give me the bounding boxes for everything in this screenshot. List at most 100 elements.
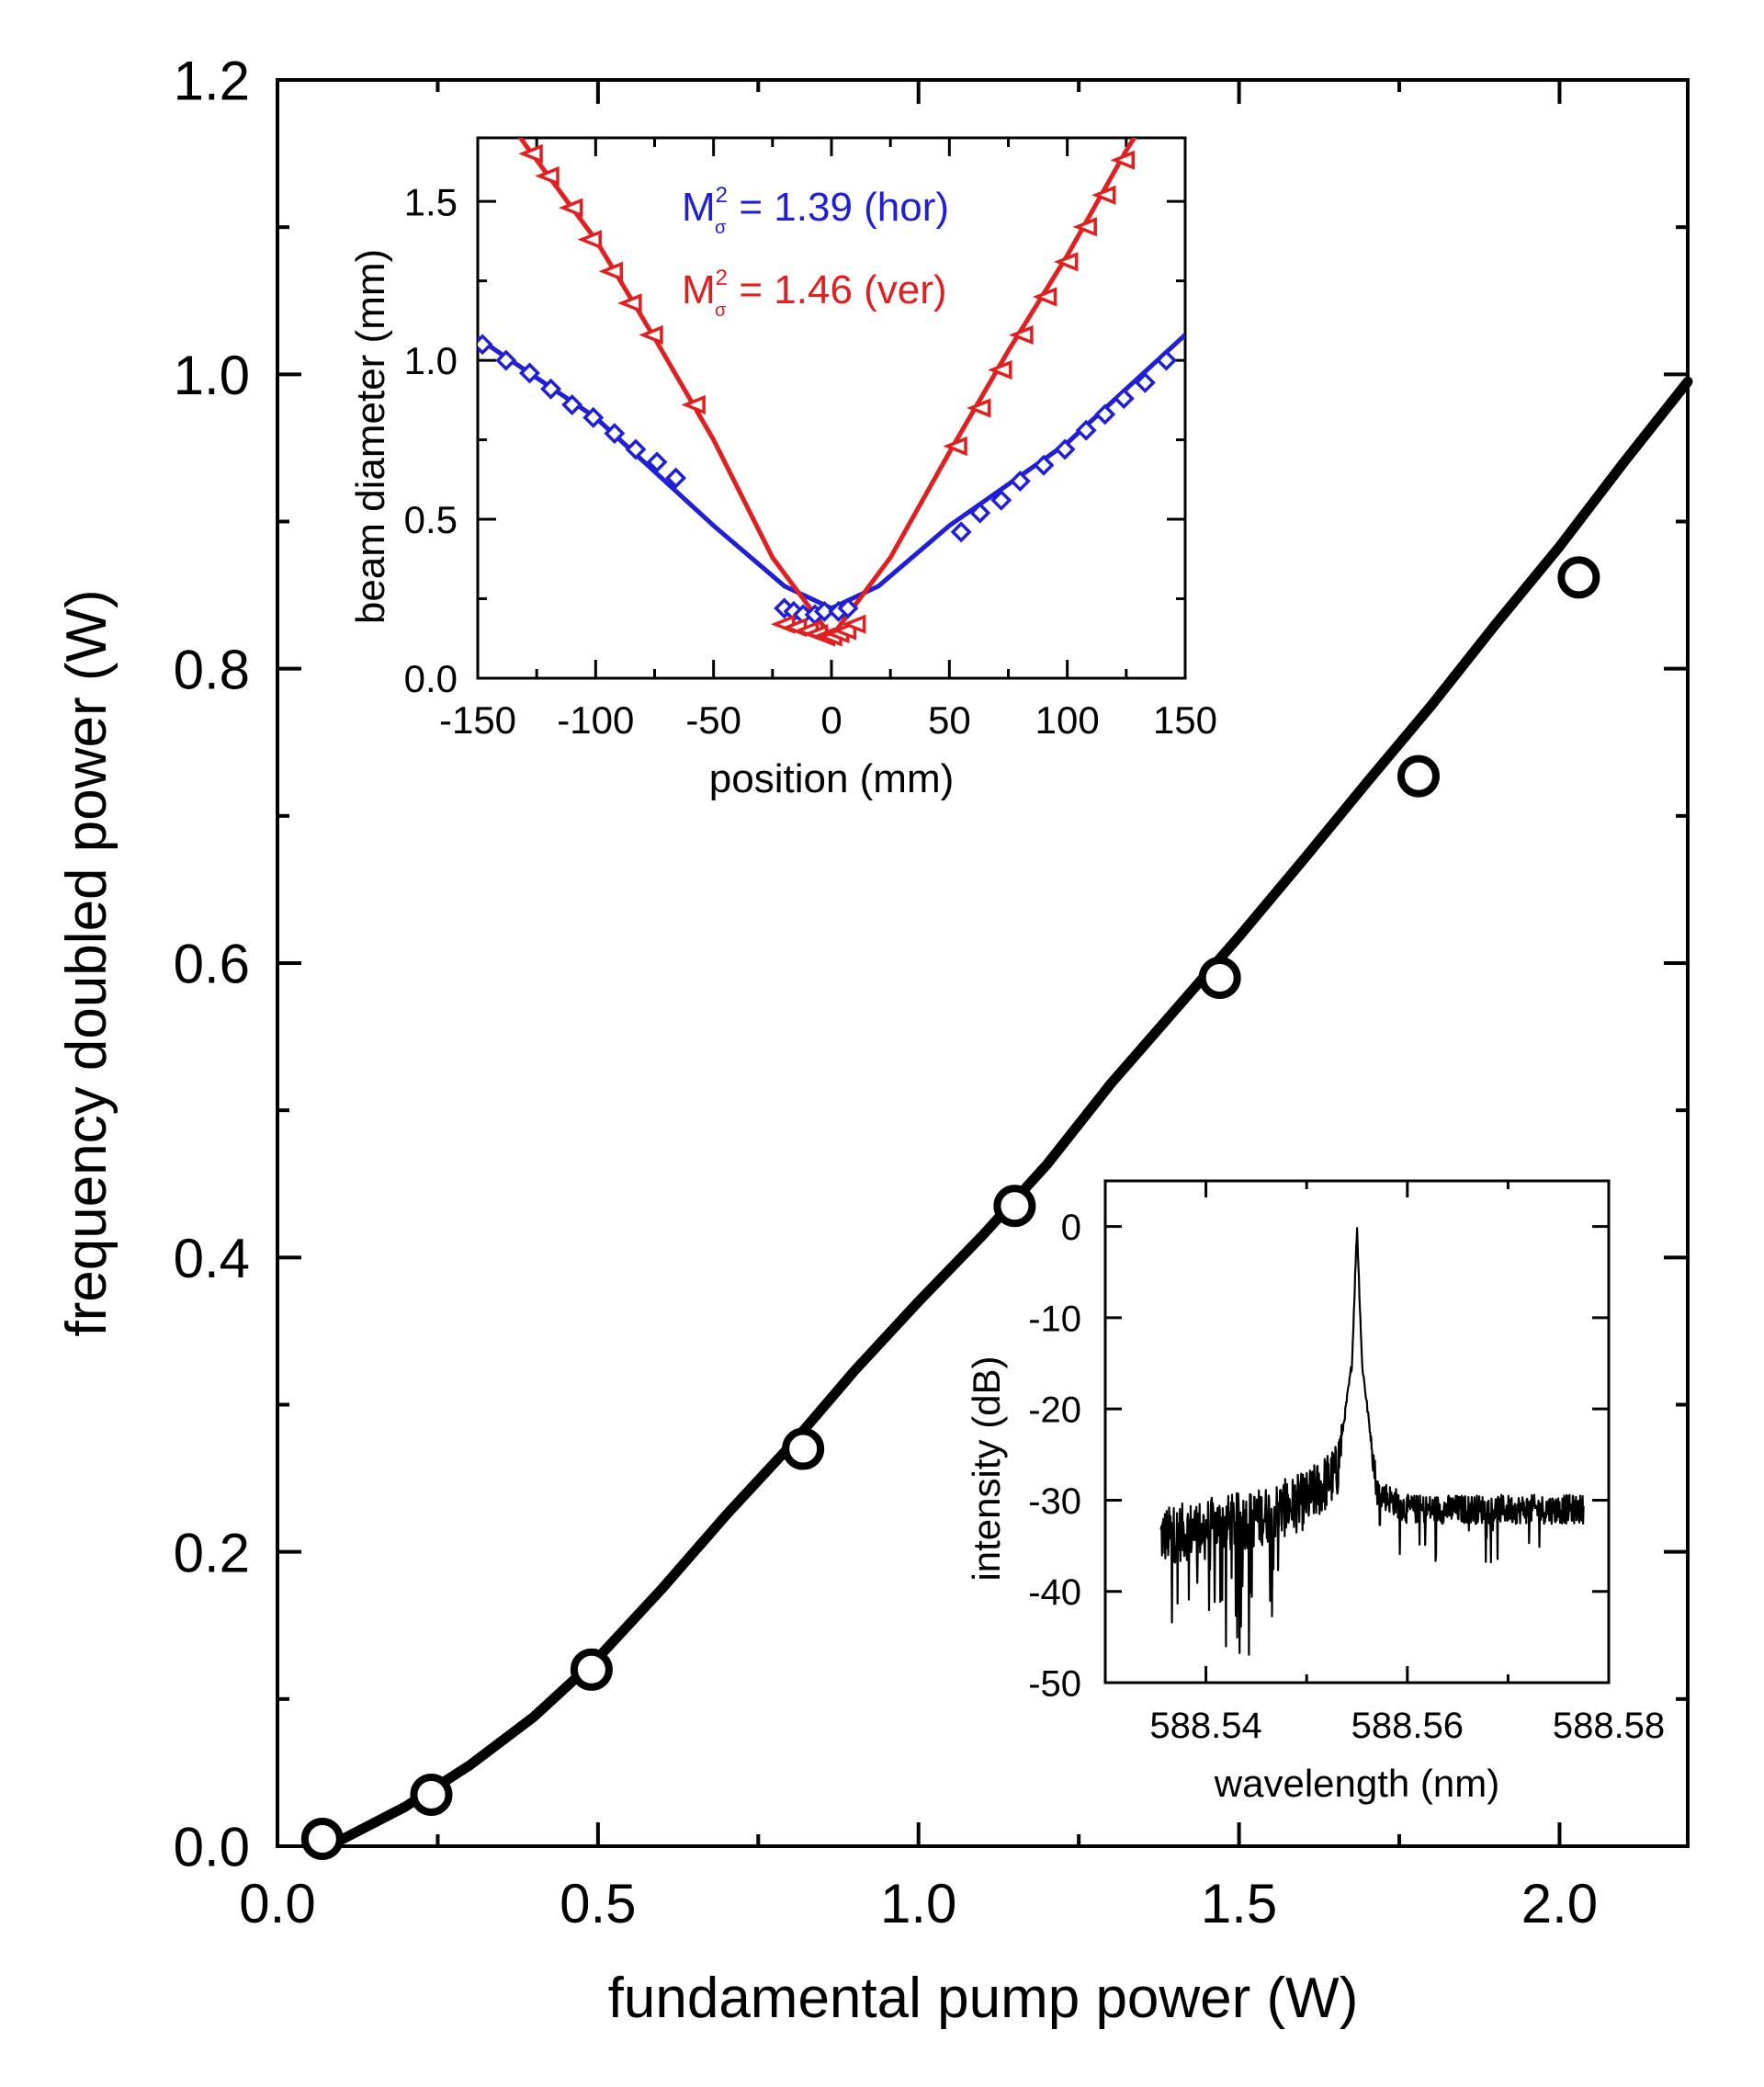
inset1-ver-point xyxy=(943,436,967,457)
inset2-spectrum-layer xyxy=(1159,1227,1585,1656)
inset1-hor-point xyxy=(990,489,1012,511)
inset2-y-tick-label: -50 xyxy=(1028,1663,1081,1704)
main-y-tick-label: 0.2 xyxy=(174,1522,250,1583)
inset1-annotation-ver: M2 σ = 1.46 (ver) xyxy=(682,266,947,321)
inset1-x-axis-title: position (mm) xyxy=(709,756,955,801)
inset2-x-tick-label: 588.56 xyxy=(1351,1706,1464,1746)
inset1-y-tick-label: 1.0 xyxy=(404,339,458,382)
main-y-tick-label: 1.0 xyxy=(174,345,250,406)
inset1-ver-point xyxy=(966,398,991,418)
inset1-x-tick-label: -150 xyxy=(439,698,516,742)
inset1-hor-point xyxy=(518,362,540,384)
annotation-hor-sup: 2 xyxy=(716,183,728,208)
inset1-x-tick-label: 100 xyxy=(1035,698,1100,742)
main-y-tick-label: 0.6 xyxy=(174,934,250,995)
inset1-x-tick-label: 150 xyxy=(1153,698,1217,742)
inset1-hor-point xyxy=(1155,349,1177,371)
main-x-tick-label: 2.0 xyxy=(1521,1873,1598,1934)
inset1-ver-point xyxy=(681,394,706,415)
inset1-ver-point xyxy=(577,230,602,250)
main-chart: 0.0 0.5 1.0 1.5 2.0 0.0 0.2 0.4 0.6 0.8 1.0 1.2 fun… xyxy=(55,51,1693,2030)
spectrum-inset: 588.54 588.56 588.58 0 -10 -20 -30 -40 -50 wavel… xyxy=(965,1179,1665,1805)
main-data-point xyxy=(1198,957,1241,1000)
main-y-tick-label: 1.2 xyxy=(174,51,250,112)
inset1-hor-point xyxy=(1094,403,1116,425)
inset1-ticks xyxy=(476,138,1187,680)
main-data-point xyxy=(570,1648,613,1691)
inset1-ver-point xyxy=(518,143,543,164)
inset1-ver-point xyxy=(841,614,866,634)
inset1-hor-point xyxy=(561,394,583,416)
inset1-ver-point xyxy=(535,165,560,187)
inset1-hor-point xyxy=(582,406,605,428)
inset1-data-points-layer xyxy=(478,143,1177,647)
inset1-ver-point xyxy=(1009,324,1034,346)
inset1-hor-point xyxy=(950,521,972,543)
inset1-x-tick-label: -100 xyxy=(557,698,634,742)
inset1-hor-point xyxy=(604,423,626,445)
main-x-tick-label: 0.5 xyxy=(560,1873,636,1934)
inset1-hor-point xyxy=(813,600,835,622)
inset1-hor-point xyxy=(665,467,687,489)
inset2-y-tick-label: -40 xyxy=(1028,1572,1081,1613)
main-data-point xyxy=(300,1817,344,1860)
inset1-ver-point xyxy=(558,198,583,218)
inset2-y-tick-label: -10 xyxy=(1028,1299,1081,1339)
main-ticks xyxy=(276,78,1688,1848)
inset1-tick-labels: -150 -100 -50 0 50 100 150 0.0 0.5 1.0 1.5 xyxy=(404,180,1217,742)
main-data-point xyxy=(993,1185,1036,1228)
main-x-axis-title: fundamental pump power (W) xyxy=(608,1967,1359,2030)
inset1-ver-point xyxy=(1032,287,1057,307)
inset2-plot-frame xyxy=(1103,1179,1611,1684)
inset1-ver-point xyxy=(1110,150,1136,170)
inset1-hor-point xyxy=(478,334,493,356)
inset1-x-tick-label: -50 xyxy=(685,698,741,742)
inset1-ver-point xyxy=(639,324,663,346)
inset1-hor-point xyxy=(1054,438,1076,460)
annotation-hor-text: = 1.39 (hor) xyxy=(739,185,949,230)
inset1-hor-point xyxy=(540,378,562,400)
inset1-ver-point xyxy=(1053,252,1079,272)
inset1-hor-point xyxy=(969,502,991,524)
main-x-tick-label: 0.0 xyxy=(239,1873,315,1934)
inset1-ver-point xyxy=(1072,217,1097,237)
inset2-x-axis-title: wavelength (nm) xyxy=(1214,1762,1499,1805)
annotation-hor-m: M xyxy=(682,185,716,230)
inset2-tick-labels: 588.54 588.56 588.58 0 -10 -20 -30 -40 -50 xyxy=(1028,1208,1665,1746)
inset1-hor-point xyxy=(646,451,668,473)
main-data-point xyxy=(782,1427,825,1470)
inset1-ver-point xyxy=(1091,185,1116,205)
inset1-hor-point xyxy=(495,349,517,371)
inset1-x-tick-label: 50 xyxy=(928,698,971,742)
annotation-ver-m: M xyxy=(682,267,716,312)
inset2-x-tick-label: 588.58 xyxy=(1553,1706,1665,1746)
inset2-x-tick-label: 588.54 xyxy=(1149,1706,1261,1746)
inset1-hor-point xyxy=(837,597,859,619)
annotation-ver-sup: 2 xyxy=(716,266,728,290)
inset1-ver-point xyxy=(988,359,1012,380)
main-y-tick-label: 0.0 xyxy=(174,1817,250,1878)
main-data-point xyxy=(410,1773,453,1816)
annotation-ver-sub: σ xyxy=(715,301,727,321)
annotation-ver-text: = 1.46 (ver) xyxy=(739,267,946,312)
main-y-tick-label: 0.4 xyxy=(174,1228,250,1289)
main-y-tick-label: 0.8 xyxy=(174,639,250,700)
inset1-background xyxy=(478,138,1185,678)
inset1-hor-point xyxy=(1009,471,1031,493)
inset1-ver-point xyxy=(598,261,624,281)
inset1-annotation-hor: M2 σ = 1.39 (hor) xyxy=(682,183,949,238)
inset1-y-tick-label: 0.0 xyxy=(404,657,458,700)
inset2-ticks xyxy=(1105,1181,1611,1684)
inset2-y-axis-title: intensity (dB) xyxy=(965,1355,1008,1581)
main-tick-labels: 0.0 0.5 1.0 1.5 2.0 0.0 0.2 0.4 0.6 0.8 1.0 1.2 xyxy=(174,51,1599,1934)
inset2-spectrum-line xyxy=(1159,1227,1585,1656)
inset1-hor-point xyxy=(1033,454,1055,476)
inset1-ver-point xyxy=(617,293,642,313)
main-data-points-layer xyxy=(300,556,1600,1860)
main-x-tick-label: 1.5 xyxy=(1201,1873,1277,1934)
inset1-y-axis-title: beam diameter (mm) xyxy=(348,249,393,624)
inset1-hor-point xyxy=(1134,371,1156,393)
annotation-hor-sub: σ xyxy=(715,218,727,238)
